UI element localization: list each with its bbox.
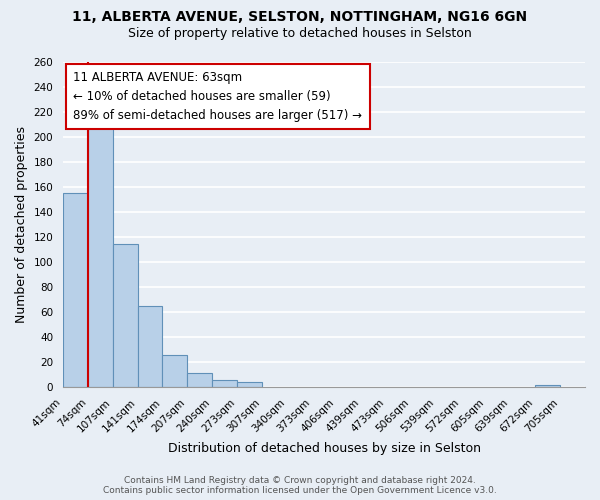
X-axis label: Distribution of detached houses by size in Selston: Distribution of detached houses by size …: [167, 442, 481, 455]
Bar: [212, 380, 237, 387]
Text: 11 ALBERTA AVENUE: 63sqm
← 10% of detached houses are smaller (59)
89% of semi-d: 11 ALBERTA AVENUE: 63sqm ← 10% of detach…: [73, 72, 362, 122]
Bar: [113, 244, 137, 387]
Bar: [163, 354, 187, 387]
Y-axis label: Number of detached properties: Number of detached properties: [15, 126, 28, 323]
Bar: [237, 382, 262, 387]
Bar: [187, 374, 212, 387]
Bar: [137, 306, 163, 387]
Bar: [88, 126, 113, 387]
Text: Contains HM Land Registry data © Crown copyright and database right 2024.
Contai: Contains HM Land Registry data © Crown c…: [103, 476, 497, 495]
Text: 11, ALBERTA AVENUE, SELSTON, NOTTINGHAM, NG16 6GN: 11, ALBERTA AVENUE, SELSTON, NOTTINGHAM,…: [73, 10, 527, 24]
Text: Size of property relative to detached houses in Selston: Size of property relative to detached ho…: [128, 28, 472, 40]
Bar: [535, 384, 560, 387]
Bar: [63, 193, 88, 387]
